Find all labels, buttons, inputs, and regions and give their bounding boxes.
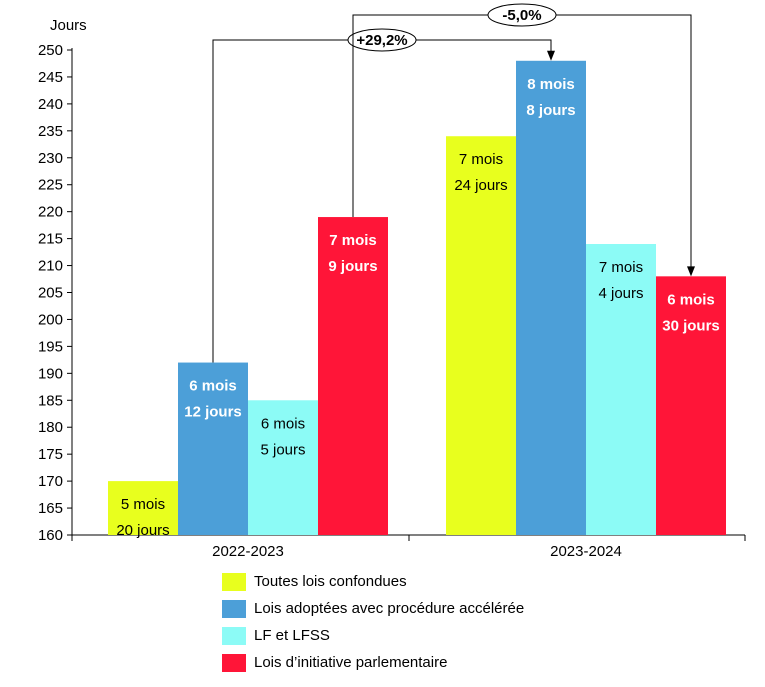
- bar-data-label: 6 mois: [261, 415, 305, 432]
- bar-data-label: 6 mois: [189, 378, 237, 395]
- bar-data-label: 20 jours: [116, 522, 169, 539]
- annotation-label: +29,2%: [356, 32, 407, 49]
- bar-chart: 160 165 170 175 180 185 190 195 200 205 210 215 220 2…: [38, 3, 746, 560]
- y-tick-label: 240: [38, 96, 63, 113]
- bar-data-label: 8 jours: [526, 102, 575, 119]
- legend-swatch-2: [222, 626, 246, 645]
- legend-swatch-3: [222, 653, 246, 672]
- legend: Toutes lois confondues Lois adoptées ave…: [222, 568, 524, 676]
- bar-data-label: 9 jours: [328, 258, 377, 275]
- bar-data-label: 24 jours: [454, 177, 507, 194]
- bar: [318, 217, 388, 536]
- x-tick-label: 2022-2023: [212, 543, 284, 560]
- y-tick-label: 210: [38, 258, 63, 275]
- bar: [248, 400, 318, 535]
- bar-data-label: 8 mois: [527, 76, 575, 93]
- bar-data-label: 5 jours: [260, 441, 305, 458]
- y-tick-label: 165: [38, 500, 63, 517]
- y-tick-label: 225: [38, 177, 63, 194]
- bar-data-label: 5 mois: [121, 496, 165, 513]
- bar-data-label: 4 jours: [598, 285, 643, 302]
- legend-item: LF et LFSS: [222, 622, 524, 649]
- x-tick-label: 2023-2024: [550, 543, 622, 560]
- y-tick-label: 200: [38, 311, 63, 328]
- y-tick-label: 180: [38, 419, 63, 436]
- y-tick-label: 205: [38, 285, 63, 302]
- y-tick-label: 175: [38, 446, 63, 463]
- legend-swatch-1: [222, 599, 246, 618]
- legend-swatch-0: [222, 572, 246, 591]
- bar: [446, 136, 516, 535]
- legend-label: LF et LFSS: [254, 627, 330, 644]
- y-tick-label: 170: [38, 473, 63, 490]
- bar: [178, 362, 248, 535]
- legend-label: Lois d’initiative parlementaire: [254, 654, 448, 671]
- bar-data-label: 7 mois: [599, 259, 643, 276]
- legend-item: Toutes lois confondues: [222, 568, 524, 595]
- bar: [586, 244, 656, 535]
- legend-label: Lois adoptées avec procédure accélérée: [254, 600, 525, 617]
- bar-data-label: 12 jours: [184, 404, 242, 421]
- legend-label: Toutes lois confondues: [254, 573, 407, 590]
- bar-data-label: 6 mois: [667, 291, 715, 308]
- annotation-bubble: [487, 3, 557, 27]
- annotation-arrowhead: [547, 50, 555, 61]
- legend-item: Lois d’initiative parlementaire: [222, 649, 524, 676]
- annotation-bubble: [347, 28, 417, 52]
- y-tick-label: 190: [38, 365, 63, 382]
- legend-item: Lois adoptées avec procédure accélérée: [222, 595, 524, 622]
- y-tick-label: 185: [38, 392, 63, 409]
- y-tick-label: 160: [38, 527, 63, 544]
- bar-data-label: 30 jours: [662, 317, 720, 334]
- bar-data-label: 7 mois: [459, 151, 503, 168]
- annotation-label: -5,0%: [502, 7, 541, 24]
- bar-data-label: 7 mois: [329, 232, 377, 249]
- annotation-arrowhead: [687, 266, 695, 277]
- y-tick-label: 230: [38, 150, 63, 167]
- y-tick-label: 250: [38, 42, 63, 59]
- bar: [516, 60, 586, 536]
- y-tick-label: 245: [38, 69, 63, 86]
- y-tick-label: 235: [38, 123, 63, 140]
- y-tick-label: 220: [38, 204, 63, 221]
- bar: [656, 276, 726, 535]
- bar: [108, 481, 178, 535]
- y-tick-label: 215: [38, 231, 63, 248]
- y-axis-label: Jours: [50, 17, 87, 34]
- y-tick-label: 195: [38, 338, 63, 355]
